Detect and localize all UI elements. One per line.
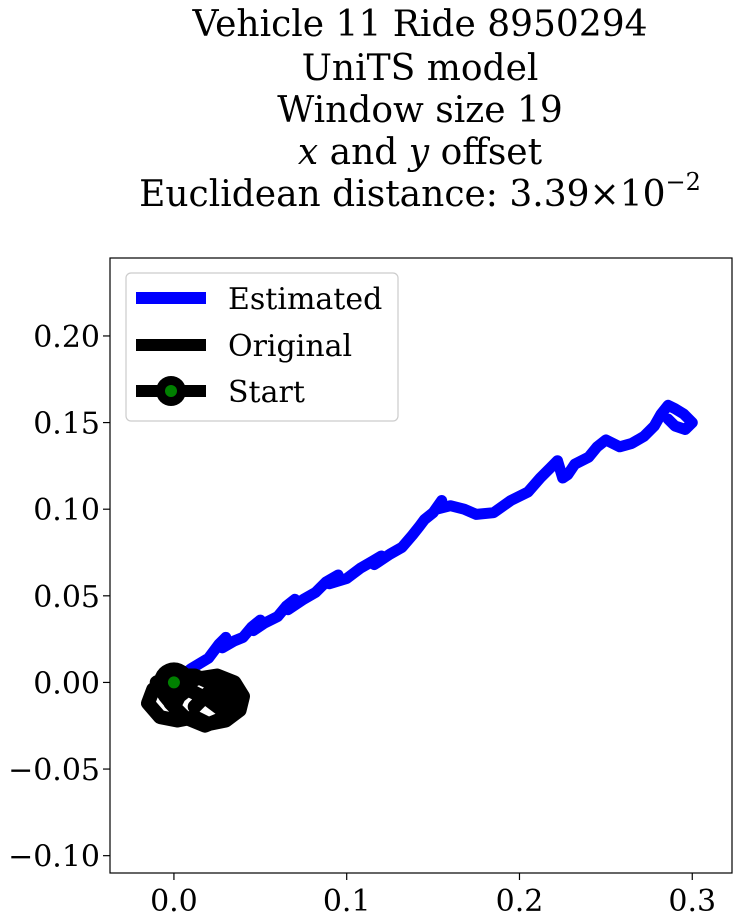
- x-tick-label: 0.2: [496, 884, 544, 919]
- x-tick-label: 0.1: [323, 884, 371, 919]
- y-tick-label: 0.15: [33, 407, 100, 442]
- title-line-5: Euclidean distance: 3.39×10−2: [139, 168, 701, 215]
- title-y-var: y: [407, 132, 430, 173]
- legend-start-marker-inner: [165, 385, 177, 397]
- title-distance-base: 10: [620, 174, 666, 215]
- y-tick-label: −0.10: [8, 840, 100, 875]
- title-distance-exponent: −2: [666, 168, 701, 196]
- title-line-3: Window size 19: [277, 90, 563, 131]
- title-line-4: x and y offset: [298, 132, 543, 173]
- plot-area: [109, 257, 733, 874]
- x-tick-label: 0.3: [668, 884, 716, 919]
- title-suffix: offset: [429, 132, 542, 173]
- start-marker-inner: [167, 676, 180, 689]
- title-x-var: x: [298, 132, 318, 173]
- y-tick-label: −0.05: [8, 753, 100, 788]
- legend-estimated-label: Estimated: [228, 282, 382, 317]
- x-tick-label: 0.0: [150, 884, 198, 919]
- y-tick-label: 0.00: [33, 666, 100, 701]
- title-line-2: UniTS model: [302, 48, 539, 89]
- legend: Estimated Original Start: [125, 272, 399, 422]
- y-axis: −0.10 −0.05 0.00 0.05 0.10 0.15 0.20: [8, 320, 110, 875]
- y-tick-label: 0.10: [33, 493, 100, 528]
- title-distance-times: ×: [590, 174, 620, 215]
- legend-original-label: Original: [228, 329, 352, 364]
- chart-title: Vehicle 11 Ride 8950294 UniTS model Wind…: [139, 4, 701, 215]
- title-line-1: Vehicle 11 Ride 8950294: [191, 4, 647, 45]
- title-distance-mantissa: 3.39: [509, 174, 589, 215]
- legend-box: [125, 272, 399, 422]
- axes-frame: [109, 257, 733, 874]
- x-axis: 0.0 0.1 0.2 0.3: [150, 873, 716, 919]
- series-line-estimated: [168, 399, 698, 688]
- title-connector: and: [318, 132, 409, 173]
- y-tick-label: 0.20: [33, 320, 100, 355]
- y-tick-label: 0.05: [33, 580, 100, 615]
- legend-start-label: Start: [228, 375, 305, 410]
- title-distance-label: Euclidean distance:: [139, 174, 509, 215]
- series-layer: [141, 399, 698, 733]
